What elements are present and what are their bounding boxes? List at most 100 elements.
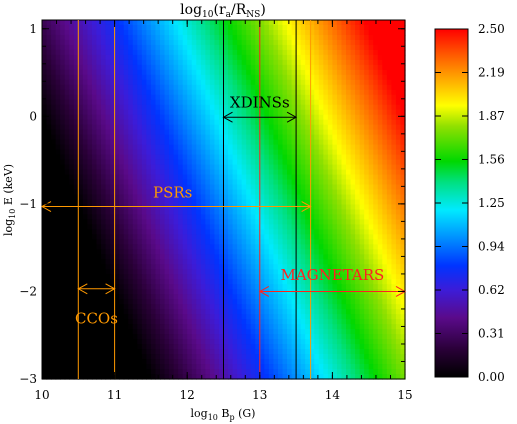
heatmap-cell — [87, 154, 93, 161]
heatmap-cell — [182, 69, 188, 76]
heatmap-cell — [87, 229, 93, 236]
heatmap-cell — [232, 164, 238, 171]
heatmap-cell — [318, 164, 324, 171]
heatmap-cell — [218, 279, 225, 285]
heatmap-cell — [159, 169, 166, 176]
heatmap-cell — [123, 279, 129, 285]
heatmap-cell — [291, 164, 297, 171]
heatmap-cell — [232, 249, 238, 255]
heatmap-cell — [155, 244, 161, 250]
heatmap-cell — [255, 224, 261, 231]
heatmap-cell — [223, 274, 229, 280]
heatmap-cell — [268, 314, 275, 320]
heatmap-cell — [350, 304, 356, 310]
heatmap-cell — [250, 209, 256, 216]
heatmap-cell — [350, 249, 356, 255]
heatmap-cell — [332, 29, 338, 36]
heatmap-cell — [164, 109, 170, 116]
heatmap-cell — [128, 149, 134, 156]
heatmap-cell — [169, 24, 175, 31]
heatmap-cell — [305, 229, 311, 236]
heatmap-cell — [300, 264, 306, 270]
heatmap-cell — [78, 259, 84, 265]
heatmap-cell — [173, 29, 179, 36]
heatmap-cell — [346, 274, 352, 280]
heatmap-cell — [123, 199, 129, 206]
heatmap-cell — [96, 94, 102, 101]
heatmap-cell — [241, 99, 247, 106]
heatmap-cell — [323, 149, 329, 156]
heatmap-cell — [327, 199, 333, 206]
heatmap-cell — [218, 49, 225, 56]
heatmap-cell — [273, 69, 279, 76]
heatmap-cell — [400, 99, 406, 106]
heatmap-cell — [359, 219, 365, 226]
heatmap-cell — [178, 189, 184, 196]
heatmap-cell — [309, 194, 315, 201]
heatmap-cell — [259, 149, 265, 156]
heatmap-cell — [55, 159, 61, 166]
heatmap-cell — [187, 174, 193, 181]
heatmap-cell — [64, 204, 70, 211]
heatmap-cell — [128, 204, 134, 211]
heatmap-cell — [150, 244, 157, 250]
heatmap-cell — [314, 129, 320, 136]
heatmap-cell — [119, 204, 125, 211]
heatmap-cell — [336, 84, 343, 91]
heatmap-cell — [246, 214, 252, 221]
heatmap-cell — [191, 294, 197, 300]
heatmap-cell — [377, 169, 383, 176]
heatmap-cell — [191, 69, 197, 76]
heatmap-cell — [323, 129, 329, 136]
heatmap-cell — [268, 294, 275, 300]
heatmap-cell — [400, 54, 406, 61]
heatmap-cell — [150, 24, 157, 31]
heatmap-cell — [196, 179, 202, 186]
heatmap-cell — [51, 299, 57, 305]
heatmap-cell — [359, 184, 365, 191]
heatmap-cell — [395, 154, 402, 161]
heatmap-cell — [146, 84, 152, 91]
heatmap-cell — [150, 134, 157, 141]
heatmap-cell — [250, 20, 256, 26]
heatmap-cell — [110, 49, 116, 56]
heatmap-cell — [350, 224, 356, 231]
heatmap-cell — [42, 20, 48, 26]
heatmap-cell — [332, 79, 338, 86]
heatmap-cell — [336, 74, 343, 81]
heatmap-cell — [341, 24, 347, 31]
heatmap-cell — [368, 139, 374, 146]
heatmap-cell — [264, 54, 270, 61]
heatmap-cell — [205, 154, 211, 161]
heatmap-cell — [178, 20, 184, 26]
heatmap-cell — [318, 284, 324, 290]
heatmap-cell — [346, 289, 352, 295]
heatmap-cell — [105, 34, 111, 41]
heatmap-cell — [196, 94, 202, 101]
heatmap-cell — [228, 174, 234, 181]
heatmap-cell — [232, 224, 238, 231]
heatmap-cell — [255, 69, 261, 76]
heatmap-cell — [100, 254, 107, 260]
heatmap-cell — [341, 324, 347, 330]
heatmap-cell — [273, 224, 279, 231]
heatmap-cell — [287, 304, 293, 310]
heatmap-cell — [386, 314, 392, 320]
heatmap-cell — [341, 154, 347, 161]
heatmap-cell — [51, 249, 57, 255]
heatmap-cell — [373, 169, 379, 176]
heatmap-cell — [268, 189, 275, 196]
heatmap-cell — [332, 259, 338, 265]
heatmap-cell — [341, 204, 347, 211]
heatmap-cell — [42, 234, 48, 240]
heatmap-cell — [55, 119, 61, 126]
heatmap-cell — [123, 104, 129, 111]
heatmap-cell — [51, 244, 57, 250]
heatmap-cell — [128, 20, 134, 26]
heatmap-cell — [141, 84, 147, 91]
heatmap-cell — [327, 244, 333, 250]
heatmap-cell — [105, 269, 111, 275]
heatmap-cell — [60, 174, 66, 181]
heatmap-cell — [309, 274, 315, 280]
heatmap-cell — [105, 259, 111, 265]
